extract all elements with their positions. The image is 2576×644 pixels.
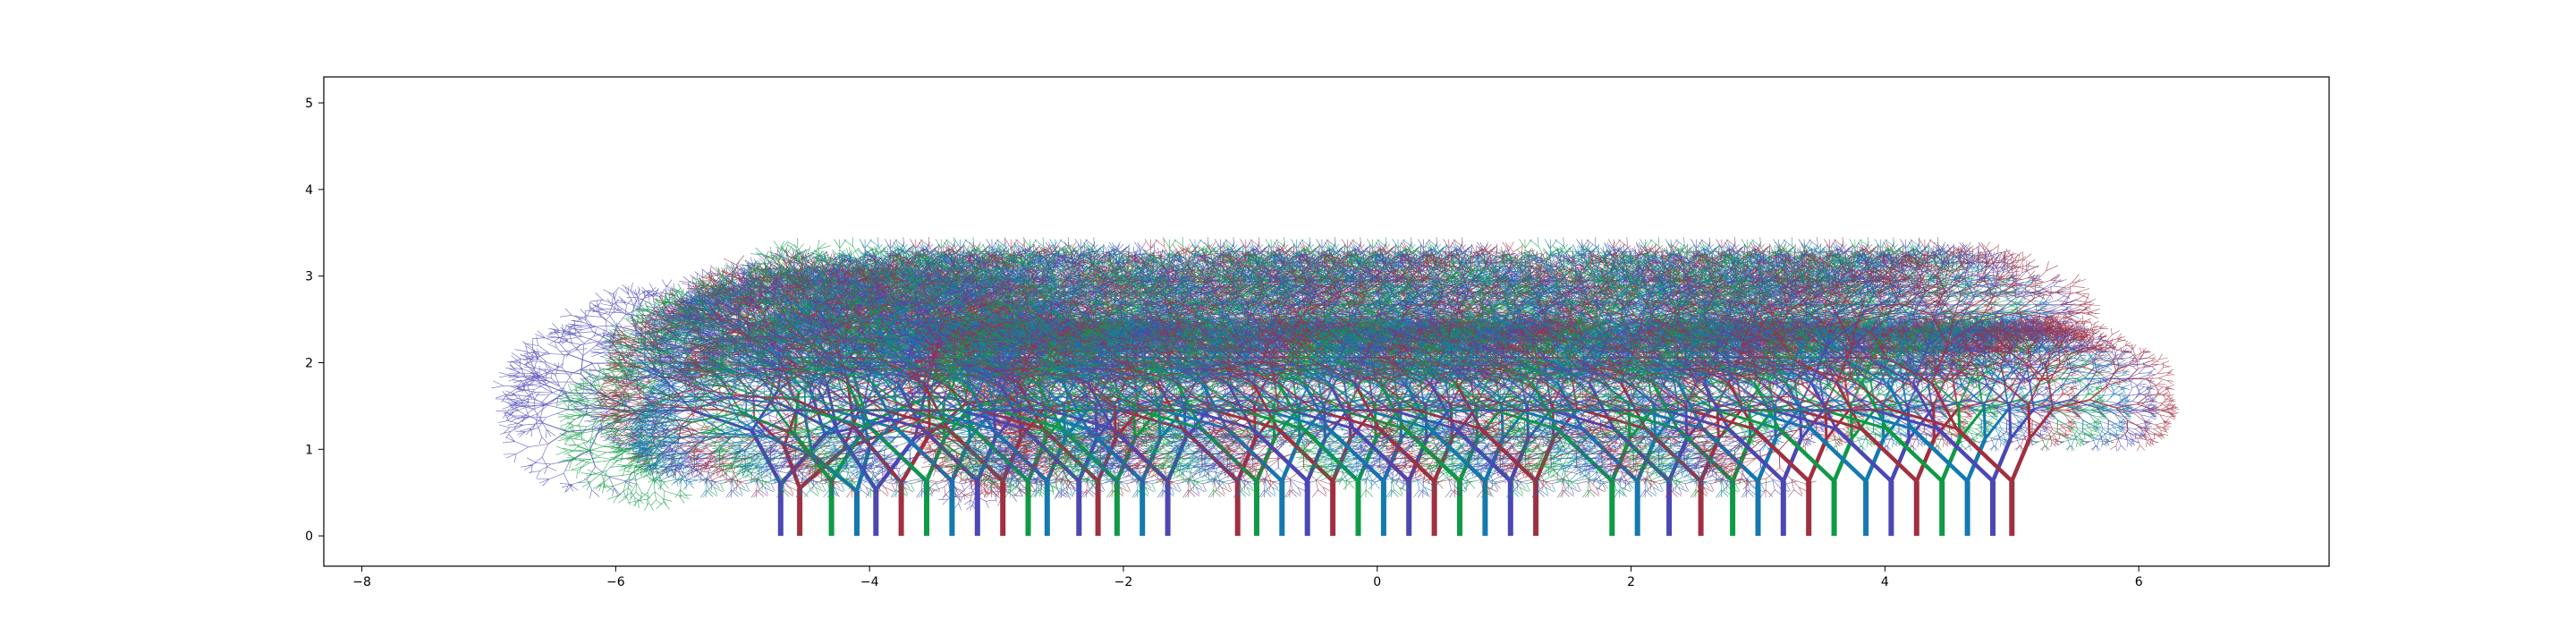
tree-series xyxy=(1671,237,2180,537)
tree-branch xyxy=(977,382,1140,440)
tree-branch xyxy=(1792,313,2116,431)
tree-branch xyxy=(1890,382,2055,440)
y-tick-label: 5 xyxy=(305,97,313,111)
x-tick-label: 4 xyxy=(1881,575,1889,589)
tree-branch xyxy=(1846,382,2010,440)
x-tick-label: −8 xyxy=(352,575,371,589)
tree-branch xyxy=(1871,382,2036,440)
tree-branch xyxy=(1662,382,1826,440)
tree-branch xyxy=(1911,427,1987,483)
x-tick-label: 0 xyxy=(1373,575,1381,589)
tree-branch xyxy=(1820,382,1985,440)
y-axis: 0 1 2 3 4 5 xyxy=(305,97,324,544)
tree-branch xyxy=(881,382,1046,440)
x-tick-label: 6 xyxy=(2135,575,2143,589)
tree-series-layer xyxy=(491,237,2180,537)
tree-branch xyxy=(1795,382,1959,440)
x-tick-label: −4 xyxy=(860,575,879,589)
y-tick-label: 0 xyxy=(305,530,313,544)
tree-branch xyxy=(1116,382,1280,440)
tree-branch xyxy=(926,382,1089,440)
tree-branch xyxy=(1414,382,1579,440)
tree-branch xyxy=(1021,382,1185,440)
tree-branch xyxy=(907,382,1071,440)
tree-branch xyxy=(1636,382,1801,440)
plot-area xyxy=(491,237,2180,537)
tree-branch xyxy=(1936,427,2012,483)
tree-branch xyxy=(1046,382,1210,440)
tree-branch xyxy=(856,382,1020,440)
tree-branch xyxy=(1338,382,1503,440)
tree-branch xyxy=(1611,382,1775,440)
tree-branch xyxy=(805,382,970,440)
tree-branch xyxy=(996,382,1159,440)
x-tick-label: 2 xyxy=(1627,575,1635,589)
y-tick-label: 2 xyxy=(305,356,313,370)
tree-branch xyxy=(1313,382,1477,440)
tree-branch xyxy=(957,382,1122,440)
tree-branch xyxy=(1955,427,2032,483)
tree-branch xyxy=(1833,344,2090,412)
tree-branch xyxy=(1547,382,1712,440)
x-tick-label: −2 xyxy=(1114,575,1133,589)
x-tick-label: −6 xyxy=(606,575,625,589)
tree-branch xyxy=(778,383,971,439)
y-tick-label: 1 xyxy=(305,443,313,457)
tree-series xyxy=(1626,237,2135,537)
tree-branch xyxy=(1671,237,2180,498)
axes-frame xyxy=(323,76,2330,567)
y-tick-label: 3 xyxy=(305,270,313,284)
tree-branch xyxy=(1516,382,1680,440)
y-tick-label: 4 xyxy=(305,183,313,198)
x-axis: −8 −6 −4 −2 0 2 4 6 xyxy=(352,566,2143,589)
tree-branch xyxy=(1769,382,1934,440)
